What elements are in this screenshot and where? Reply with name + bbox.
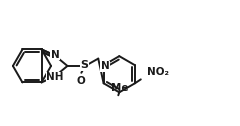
Text: S: S bbox=[81, 60, 89, 70]
Text: Me: Me bbox=[110, 83, 128, 93]
Text: NH: NH bbox=[46, 72, 64, 82]
Text: O: O bbox=[77, 76, 85, 86]
Text: N: N bbox=[51, 50, 59, 60]
Text: NO₂: NO₂ bbox=[147, 67, 169, 77]
Text: N: N bbox=[101, 61, 110, 71]
